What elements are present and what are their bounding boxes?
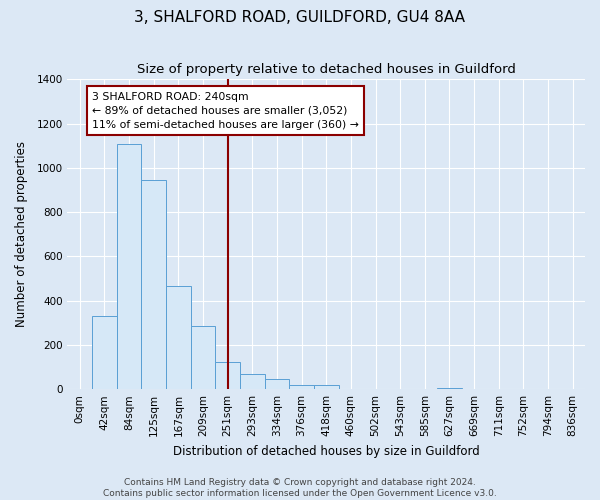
Bar xyxy=(240,374,265,389)
Y-axis label: Number of detached properties: Number of detached properties xyxy=(15,142,28,328)
Bar xyxy=(437,388,462,389)
Text: 3 SHALFORD ROAD: 240sqm
← 89% of detached houses are smaller (3,052)
11% of semi: 3 SHALFORD ROAD: 240sqm ← 89% of detache… xyxy=(92,92,359,130)
Bar xyxy=(215,362,240,389)
Text: 3, SHALFORD ROAD, GUILDFORD, GU4 8AA: 3, SHALFORD ROAD, GUILDFORD, GU4 8AA xyxy=(134,10,466,25)
Bar xyxy=(314,385,338,389)
Text: Contains HM Land Registry data © Crown copyright and database right 2024.
Contai: Contains HM Land Registry data © Crown c… xyxy=(103,478,497,498)
Bar xyxy=(117,144,142,389)
Bar xyxy=(265,379,289,389)
Bar xyxy=(289,385,314,389)
Bar xyxy=(92,316,117,389)
Bar xyxy=(191,326,215,389)
Bar xyxy=(142,180,166,389)
Bar xyxy=(166,286,191,389)
X-axis label: Distribution of detached houses by size in Guildford: Distribution of detached houses by size … xyxy=(173,444,479,458)
Title: Size of property relative to detached houses in Guildford: Size of property relative to detached ho… xyxy=(137,62,515,76)
